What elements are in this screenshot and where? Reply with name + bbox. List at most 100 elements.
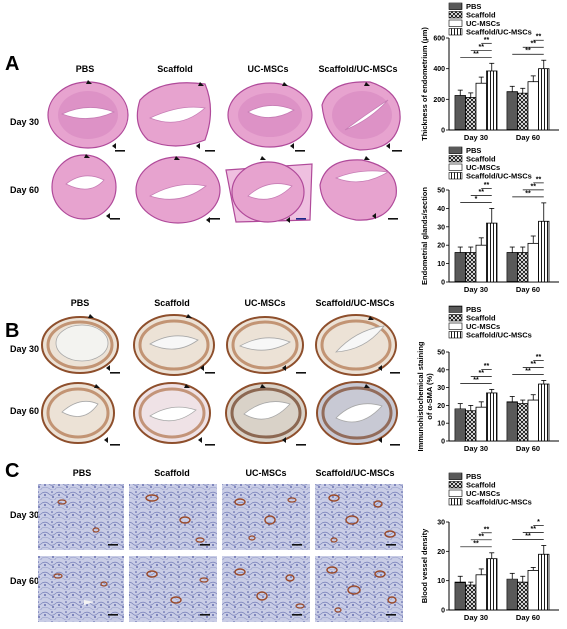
bar-charts: PBSScaffoldUC-MSCsScaffold/UC-MSCs020040… [416, 2, 559, 622]
bar [475, 406, 487, 442]
legend-label: UC-MSCs [466, 489, 500, 498]
legend-label: Scaffold [466, 481, 496, 490]
legend-swatch [448, 172, 463, 180]
significance-label: * [475, 196, 478, 203]
bar [486, 392, 498, 442]
y-tick-label: 40 [437, 367, 445, 374]
y-tick-label: 200 [433, 97, 445, 104]
legend-swatch [448, 146, 463, 154]
panel-b-col-ucmsc: UC-MSCs [244, 298, 285, 308]
bar [538, 220, 550, 283]
ihc-image-combo-day60 [316, 381, 400, 446]
legend-swatch [448, 489, 463, 497]
significance-label: ** [525, 368, 531, 375]
significance-label: ** [484, 182, 490, 189]
legend-swatch [448, 322, 463, 330]
panel-c-col-ucmsc: UC-MSCs [245, 468, 286, 478]
ihc-image-scaffold-day30 [133, 314, 215, 376]
y-tick-label: 30 [437, 520, 445, 527]
ihc-image-ucmsc-day30 [226, 316, 306, 374]
he-image-scaffold-day60 [135, 156, 221, 224]
panel-a-row-day30: Day 30 [10, 117, 39, 127]
significance-label: ** [525, 48, 531, 55]
panel-b-col-combo: Scaffold/UC-MSCs [315, 298, 394, 308]
legend-swatch [448, 305, 463, 313]
panel-a-images [47, 80, 402, 224]
bar [527, 81, 539, 131]
legend-label: PBS [466, 305, 481, 314]
vessel-image-pbs-day30 [38, 484, 124, 550]
bar [517, 581, 529, 611]
significance-label: ** [473, 540, 479, 547]
x-tick-label: Day 60 [516, 444, 540, 453]
legend-swatch [448, 314, 463, 322]
y-tick-label: 10 [437, 261, 445, 268]
panel-c-col-combo: Scaffold/UC-MSCs [315, 468, 394, 478]
y-tick-label: 40 [437, 206, 445, 213]
panel-c-col-pbs: PBS [73, 468, 92, 478]
y-tick-label: 50 [437, 188, 445, 195]
he-image-ucmsc-day60 [225, 156, 313, 223]
bar [454, 581, 466, 611]
x-tick-label: Day 60 [516, 613, 540, 622]
he-image-scaffold-day30 [136, 82, 215, 152]
y-tick-label: 0 [441, 439, 445, 446]
ihc-image-ucmsc-day60 [225, 382, 307, 446]
legend-label: Scaffold [466, 11, 496, 20]
bar [475, 244, 487, 283]
panel-a-col-combo: Scaffold/UC-MSCs [318, 64, 397, 74]
legend-label: PBS [466, 2, 481, 11]
legend-label: Scaffold [466, 155, 496, 164]
bar [538, 553, 550, 611]
y-tick-label: 10 [437, 421, 445, 428]
bar [465, 584, 477, 611]
x-tick-label: Day 60 [516, 133, 540, 142]
significance-label: ** [531, 526, 537, 533]
legend-swatch [448, 2, 463, 10]
bar [486, 70, 498, 131]
bar [454, 252, 466, 283]
significance-label: ** [536, 354, 542, 361]
bar [538, 68, 550, 131]
legend-label: Scaffold/UC-MSCs [466, 28, 532, 37]
y-axis-label: Endometrial glands/section [420, 187, 429, 285]
panel-b-images [41, 314, 400, 446]
vessel-image-combo-day30 [315, 484, 403, 550]
vessel-image-ucmsc-day60 [222, 556, 310, 622]
panel-letter-b: B [5, 320, 19, 342]
panel-b-col-scaffold: Scaffold [154, 298, 190, 308]
bar [517, 252, 529, 283]
legend-label: PBS [466, 146, 481, 155]
legend-label: UC-MSCs [466, 19, 500, 28]
significance-label: ** [531, 361, 537, 368]
ihc-image-pbs-day30 [41, 314, 120, 374]
y-tick-label: 20 [437, 243, 445, 250]
panel-c-col-scaffold: Scaffold [154, 468, 190, 478]
legend-label: Scaffold/UC-MSCs [466, 331, 532, 340]
y-axis-label: Blood vessel density [420, 528, 429, 603]
legend-label: Scaffold [466, 314, 496, 323]
y-tick-label: 20 [437, 549, 445, 556]
vessel-image-scaffold-day60 [129, 556, 217, 622]
ihc-image-combo-day30 [315, 314, 400, 376]
bar [486, 558, 498, 611]
legend-swatch [448, 481, 463, 489]
bar [475, 574, 487, 611]
he-image-combo-day60 [319, 156, 398, 221]
significance-label: ** [473, 51, 479, 58]
panel-a-row-day60: Day 60 [10, 185, 39, 195]
significance-label: ** [484, 526, 490, 533]
panel-c-row-day30: Day 30 [10, 510, 39, 520]
bar [454, 95, 466, 131]
legend-label: UC-MSCs [466, 322, 500, 331]
legend-label: Scaffold/UC-MSCs [466, 498, 532, 507]
y-tick-label: 0 [441, 608, 445, 615]
legend-swatch [448, 11, 463, 19]
panel-letter-a: A [5, 53, 19, 75]
bar [506, 401, 518, 442]
